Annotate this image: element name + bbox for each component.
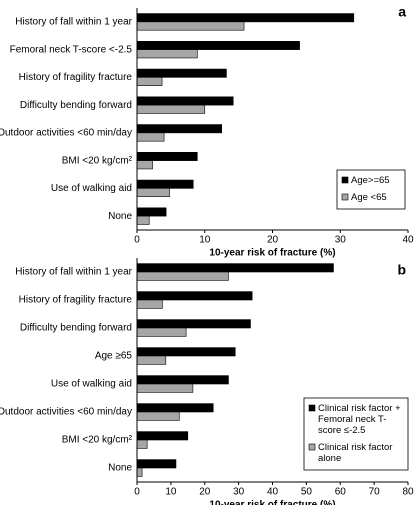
legend-swatch: [308, 443, 316, 451]
category-label: Use of walking aid: [51, 183, 132, 194]
bar: [136, 383, 194, 393]
bar: [136, 188, 170, 197]
bar: [136, 271, 229, 281]
bar: [136, 347, 236, 357]
category-label: History of fragility fracture: [19, 295, 133, 306]
x-tick-label: 80: [402, 487, 414, 498]
bar: [136, 327, 187, 337]
bar: [136, 179, 194, 189]
bar: [136, 104, 206, 114]
x-tick-label: 20: [267, 235, 279, 246]
legend-box: [336, 169, 406, 210]
bar: [136, 21, 245, 31]
x-tick-label: 40: [402, 235, 414, 246]
legend-swatch: [341, 193, 349, 201]
panel-label: a: [398, 4, 406, 20]
x-axis-title: 10-year risk of fracture (%): [209, 500, 335, 505]
category-label: Femoral neck T-score <-2.5: [10, 44, 133, 55]
legend: Age>=65 Age <65: [336, 169, 406, 210]
x-tick-label: 50: [301, 487, 313, 498]
bar: [136, 152, 198, 161]
legend-swatch: [341, 176, 349, 184]
category-label: BMI <20 kg/cm²: [62, 155, 133, 166]
legend-entry: Age>=65: [351, 175, 390, 186]
bar: [136, 319, 251, 329]
legend-box: [303, 397, 409, 471]
bar: [136, 49, 198, 59]
x-axis-title: 10-year risk of fracture (%): [209, 248, 335, 259]
panel-label: b: [397, 262, 406, 278]
legend-entry: Clinical risk factor alone: [318, 442, 393, 464]
bar: [136, 40, 300, 50]
x-tick-label: 10: [165, 487, 177, 498]
category-label: Age ≥65: [95, 351, 133, 362]
x-tick-label: 30: [233, 487, 245, 498]
bar: [136, 431, 189, 441]
x-tick-label: 0: [134, 235, 140, 246]
bar: [136, 355, 167, 365]
category-label: Difficulty bending forward: [20, 100, 132, 111]
category-label: Use of walking aid: [51, 379, 132, 390]
legend-entry: Clinical risk factor + Femoral neck T-sc…: [318, 403, 401, 436]
bar: [136, 68, 227, 78]
bar: [136, 263, 334, 273]
legend-label: Clinical risk factor alone: [318, 442, 393, 464]
category-label: None: [108, 463, 132, 474]
legend-label: Age>=65: [351, 175, 390, 186]
x-tick-label: 10: [199, 235, 211, 246]
bar: [136, 77, 163, 86]
legend-swatch: [308, 404, 316, 412]
legend-entry: Age <65: [351, 192, 387, 203]
bar: [136, 291, 253, 301]
bar: [136, 299, 163, 309]
bar: [136, 459, 177, 469]
bar: [136, 215, 150, 225]
legend-label: Clinical risk factor + Femoral neck T-sc…: [318, 403, 401, 436]
bar: [136, 13, 355, 23]
bar: [136, 403, 214, 413]
bar: [136, 160, 153, 170]
bar: [136, 439, 148, 449]
category-label: BMI <20 kg/cm²: [62, 435, 133, 446]
bar: [136, 375, 229, 385]
category-label: History of fall within 1 year: [15, 267, 132, 278]
bar: [136, 207, 167, 217]
category-label: History of fall within 1 year: [15, 17, 132, 28]
category-label: Difficulty bending forward: [20, 323, 132, 334]
legend: Clinical risk factor + Femoral neck T-sc…: [303, 397, 409, 471]
x-tick-label: 70: [369, 487, 381, 498]
x-tick-label: 30: [335, 235, 347, 246]
category-label: History of fragility fracture: [19, 72, 133, 83]
bar: [136, 96, 234, 106]
bar: [136, 411, 180, 421]
bar: [136, 132, 165, 142]
x-tick-label: 60: [335, 487, 347, 498]
legend-label: Age <65: [351, 192, 387, 203]
bar: [136, 124, 222, 134]
category-label: Outdoor activities <60 min/day: [0, 407, 132, 418]
x-tick-label: 20: [199, 487, 211, 498]
x-tick-label: 40: [267, 487, 279, 498]
category-label: None: [108, 211, 132, 222]
category-label: Outdoor activities <60 min/day: [0, 128, 132, 139]
bar: [136, 467, 143, 477]
x-tick-label: 0: [134, 487, 140, 498]
